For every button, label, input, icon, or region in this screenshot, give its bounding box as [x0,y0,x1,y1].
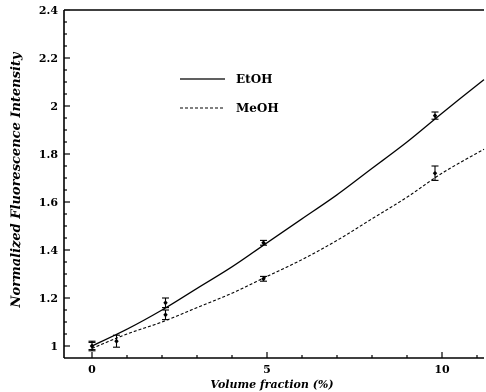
point-marker [163,312,168,318]
point-marker [89,343,95,349]
series-line-meoh [91,148,485,349]
data-point [113,334,120,348]
x-tick-label: 0 [88,363,96,376]
data-point [260,239,267,246]
data-point [162,297,169,309]
x-axis-ticks: 0 5 10 [88,352,478,376]
y-tick-label: 2.4 [39,4,58,17]
data-point [260,275,267,282]
legend-label-meoh: MeOH [236,101,279,115]
plot-frame [63,9,484,359]
x-tick-label: 10 [434,363,450,376]
y-tick-label: 1.4 [39,244,58,257]
data-point [88,341,96,351]
y-tick-label: 1.8 [39,148,58,161]
y-axis-title: Normalized Fluorescence Intensity [9,51,24,308]
y-tick-label: 1.2 [39,292,58,305]
y-tick-label: 2 [50,100,58,113]
y-tick-label: 1.6 [39,196,58,209]
point-marker [114,338,119,344]
point-marker [163,300,168,306]
data-point [431,165,439,181]
y-tick-label: 2.2 [39,52,58,65]
point-marker [261,240,266,246]
data-point [431,111,439,120]
legend-label-etoh: EtOH [236,72,272,86]
point-marker [261,276,266,282]
point-marker [432,113,438,119]
legend: EtOH MeOH [180,72,279,115]
x-axis-title: Volume fraction (%) [210,378,333,391]
series-line-etoh [91,79,485,347]
y-tick-label: 1 [50,340,58,353]
data-point [162,309,169,321]
point-marker [432,170,438,176]
x-tick-label: 5 [263,363,271,376]
series-etoh [88,79,485,352]
series-meoh [88,148,485,351]
series-layer [88,79,485,352]
y-axis-ticks: 1 1.2 1.4 1.6 1.8 2 2.2 2.4 [39,4,70,353]
